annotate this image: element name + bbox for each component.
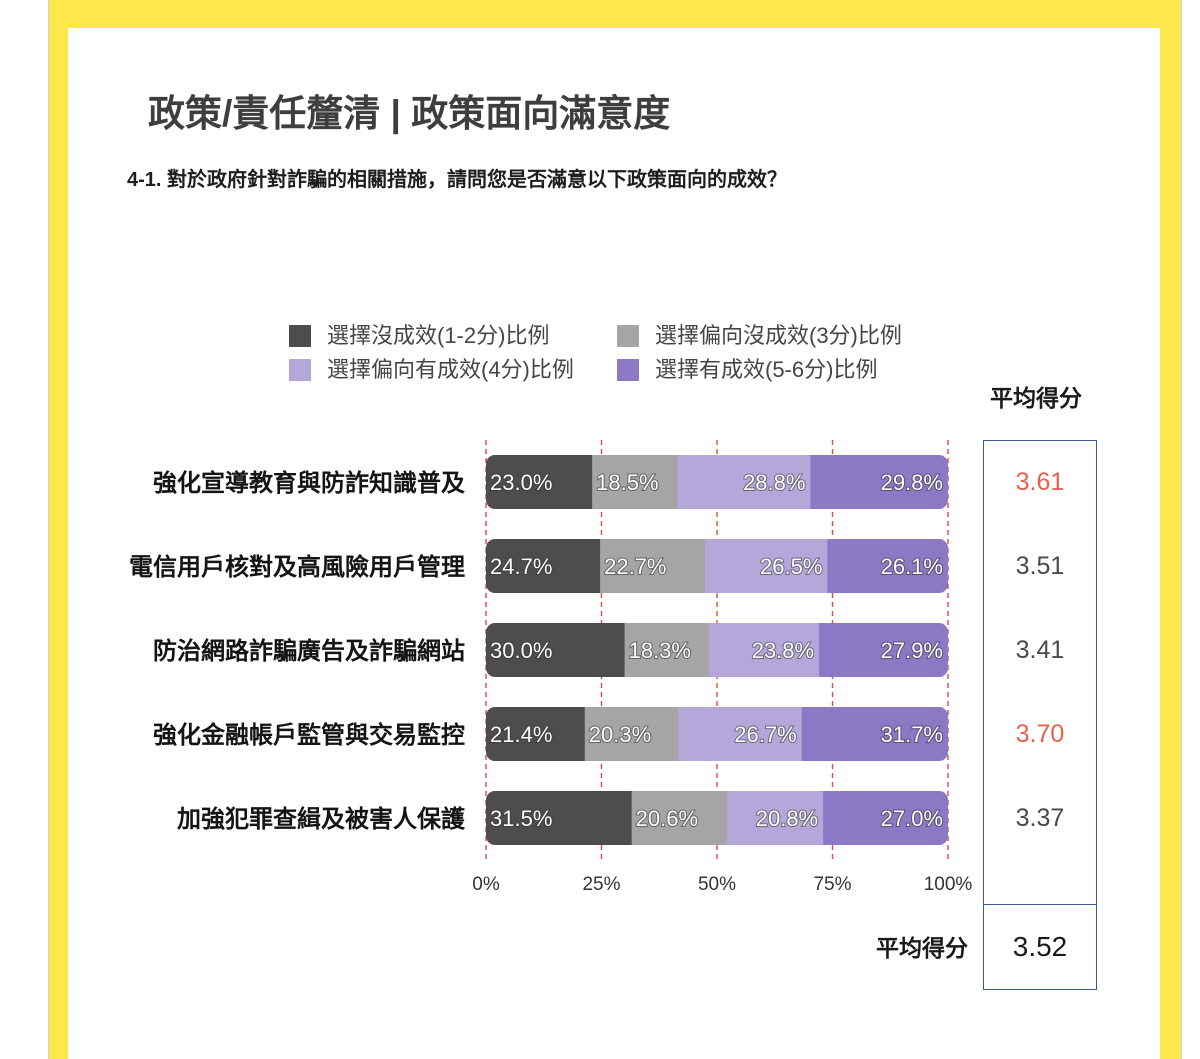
x-tick-label: 50% (698, 874, 736, 895)
stacked-bar (486, 455, 948, 509)
bar-segment (624, 623, 710, 677)
bar-segment (823, 791, 948, 845)
data-label: 23.8% (752, 638, 814, 663)
bar-segment (486, 455, 593, 509)
category-label: 電信用戶核對及高風險用戶管理 (129, 553, 465, 581)
data-label: 26.5% (760, 554, 822, 579)
legend-swatch (617, 359, 639, 381)
stacked-bar (486, 539, 948, 593)
bar-row: 強化金融帳戶監管與交易監控 21.4% 20.3% 26.7% 31.7% (153, 707, 948, 761)
data-label: 18.5% (596, 470, 658, 495)
legend-swatch (289, 359, 311, 381)
x-tick-label: 75% (813, 874, 851, 895)
average-score-value: 3.41 (1015, 636, 1065, 664)
bar-row: 強化宣導教育與防詐知識普及 23.0% 18.5% 28.8% 29.8% (153, 455, 948, 509)
legend-item: 選擇偏向有成效(4分)比例 (289, 357, 574, 383)
slide-title: 政策/責任釐清 | 政策面向滿意度 (148, 93, 671, 134)
overall-average-label: 平均得分 (876, 935, 968, 961)
bar-segment (631, 791, 728, 845)
bar-segment (704, 539, 828, 593)
overall-average-value: 3.52 (1012, 931, 1068, 962)
bar-segment (678, 707, 803, 761)
bar-segment (810, 455, 948, 509)
category-label: 防治網路詐騙廣告及詐騙網站 (153, 637, 465, 665)
average-score-value: 3.61 (1015, 468, 1065, 496)
average-score-panel: 3.61 3.51 3.41 3.70 3.37 3.52 (983, 440, 1097, 990)
legend-label: 選擇偏向沒成效(3分)比例 (655, 323, 902, 348)
x-tick-label: 100% (924, 874, 973, 895)
bar-row: 防治網路詐騙廣告及詐騙網站 30.0% 18.3% 23.8% 27.9% (153, 623, 948, 677)
data-label: 21.4% (490, 722, 552, 747)
legend-item: 選擇偏向沒成效(3分)比例 (617, 323, 902, 349)
x-tick-label: 25% (582, 874, 620, 895)
data-label: 20.6% (636, 806, 698, 831)
bar-segment (600, 539, 706, 593)
data-label: 26.1% (881, 554, 943, 579)
bar-segment (709, 623, 820, 677)
data-label: 31.7% (881, 722, 943, 747)
bar-segment (827, 539, 948, 593)
data-label: 27.0% (881, 806, 943, 831)
x-axis: 0% 25% 50% 75% 100% (472, 874, 972, 895)
score-divider (984, 904, 1096, 905)
x-tick-label: 0% (472, 874, 500, 895)
bar-segment (486, 539, 601, 593)
legend-item: 選擇有成效(5-6分)比例 (617, 357, 877, 383)
average-score-value: 3.70 (1015, 720, 1065, 748)
bar-segment (592, 455, 678, 509)
bar-segment (801, 707, 948, 761)
average-score-header: 平均得分 (990, 385, 1082, 411)
data-label: 24.7% (490, 554, 552, 579)
bar-segment (677, 455, 811, 509)
stacked-bar (486, 791, 948, 845)
bar-segment (726, 791, 824, 845)
bar-segment (584, 707, 679, 761)
average-score-value: 3.51 (1015, 552, 1065, 580)
data-label: 29.8% (881, 470, 943, 495)
data-label: 31.5% (490, 806, 552, 831)
bar-segment (486, 623, 625, 677)
data-label: 26.7% (734, 722, 796, 747)
data-label: 22.7% (604, 554, 666, 579)
category-label: 強化宣導教育與防詐知識普及 (153, 469, 465, 497)
bar-segment (819, 623, 948, 677)
data-label: 23.0% (490, 470, 552, 495)
data-label: 20.3% (589, 722, 651, 747)
data-label: 20.8% (756, 806, 818, 831)
legend-label: 選擇有成效(5-6分)比例 (655, 357, 878, 382)
legend-item: 選擇沒成效(1-2分)比例 (289, 323, 549, 349)
stacked-bar-chart: 0% 25% 50% 75% 100% 強化宣導教育與防詐知識普及 23.0% 18.5% 28… (129, 440, 972, 895)
stacked-bar (486, 707, 948, 761)
bar-segment (486, 707, 586, 761)
data-label: 28.8% (743, 470, 805, 495)
category-label: 加強犯罪查緝及被害人保護 (177, 805, 466, 833)
bar-segment (486, 791, 633, 845)
legend-label: 選擇沒成效(1-2分)比例 (327, 323, 550, 348)
survey-question: 4-1. 對於政府針對詐騙的相關措施，請問您是否滿意以下政策面向的成效？ (127, 169, 788, 191)
average-score-value: 3.37 (1015, 804, 1065, 832)
data-label: 30.0% (490, 638, 552, 663)
bars: 強化宣導教育與防詐知識普及 23.0% 18.5% 28.8% 29.8% 電信用戶核對及… (129, 455, 948, 845)
data-label: 18.3% (629, 638, 691, 663)
bar-row: 電信用戶核對及高風險用戶管理 24.7% 22.7% 26.5% 26.1% (129, 539, 948, 593)
category-label: 強化金融帳戶監管與交易監控 (153, 721, 465, 749)
data-label: 27.9% (881, 638, 943, 663)
stacked-bar (486, 623, 948, 677)
bar-row: 加強犯罪查緝及被害人保護 31.5% 20.6% 20.8% 27.0% (177, 791, 948, 845)
legend-swatch (617, 325, 639, 347)
legend-swatch (289, 325, 311, 347)
legend-label: 選擇偏向有成效(4分)比例 (327, 357, 574, 382)
